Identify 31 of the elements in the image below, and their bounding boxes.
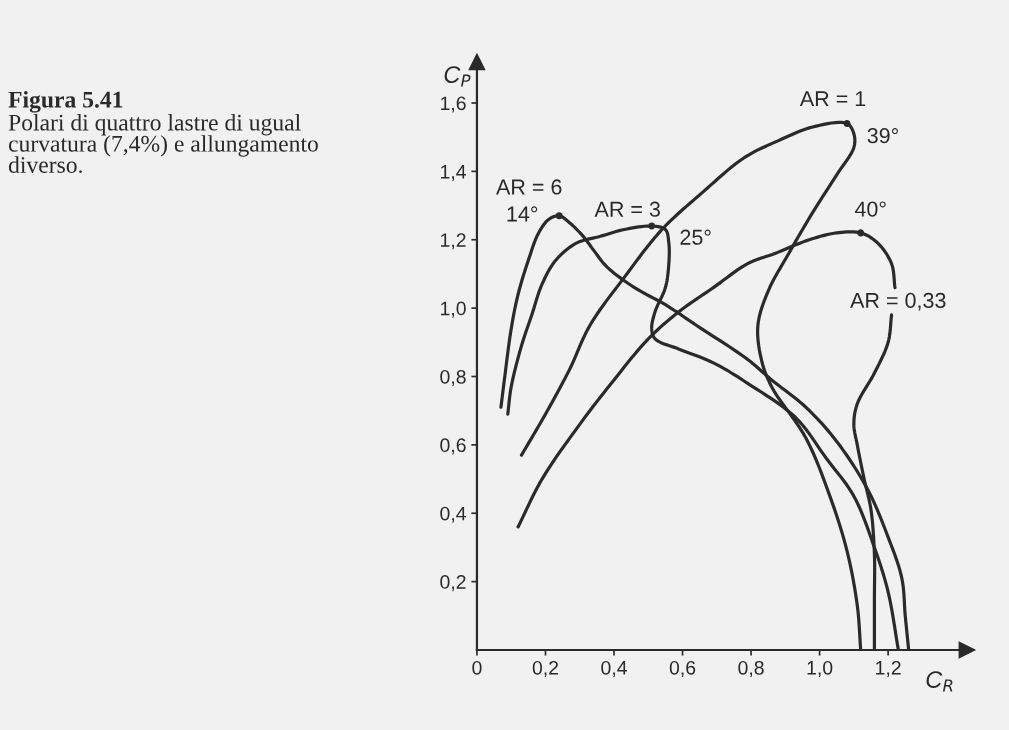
- x-tick-label: 0,4: [601, 660, 627, 677]
- x-tick-label: 1,0: [807, 660, 833, 677]
- series-label: AR = 0,33: [850, 292, 946, 311]
- point: [857, 229, 865, 237]
- y-tick-label: 0,4: [440, 506, 466, 523]
- y-tick-label: 1,4: [440, 165, 466, 181]
- point: [843, 119, 851, 128]
- text: Polari di quattro lastre di ugual curvatura (7,4%) e allungamento diverso.: [8, 114, 318, 174]
- x-tick-label: 0: [472, 660, 482, 675]
- x-tick-label: 1,2: [876, 660, 901, 677]
- annotation: 40°: [854, 201, 886, 217]
- point: [648, 222, 656, 230]
- x-tick-label: 0,2: [532, 660, 559, 677]
- y-tick-label: 0,8: [440, 369, 466, 387]
- y-tick-label: 1,0: [440, 301, 466, 318]
- y-axis-title: C$_{P}$: [444, 66, 471, 87]
- y-tick-label: 1,6: [440, 96, 466, 113]
- annotation: 25°: [680, 229, 711, 245]
- y-tick-label: 0,2: [440, 575, 466, 592]
- annotation: 14°: [507, 206, 538, 222]
- series-label: AR = 6: [496, 179, 562, 195]
- x-axis-title: C$_{R}$: [926, 671, 953, 692]
- series-label: AR = 3: [594, 201, 660, 217]
- text: Figura 5.41: [8, 91, 123, 113]
- series-label: AR = 1: [799, 91, 866, 107]
- y-tick-label: 0,6: [440, 438, 466, 455]
- annotation: 39°: [867, 128, 898, 144]
- point: [555, 212, 563, 220]
- x-tick-label: 0,8: [738, 660, 764, 677]
- x-tick-label: 0,6: [669, 660, 696, 677]
- y-tick-label: 1,2: [440, 233, 466, 250]
